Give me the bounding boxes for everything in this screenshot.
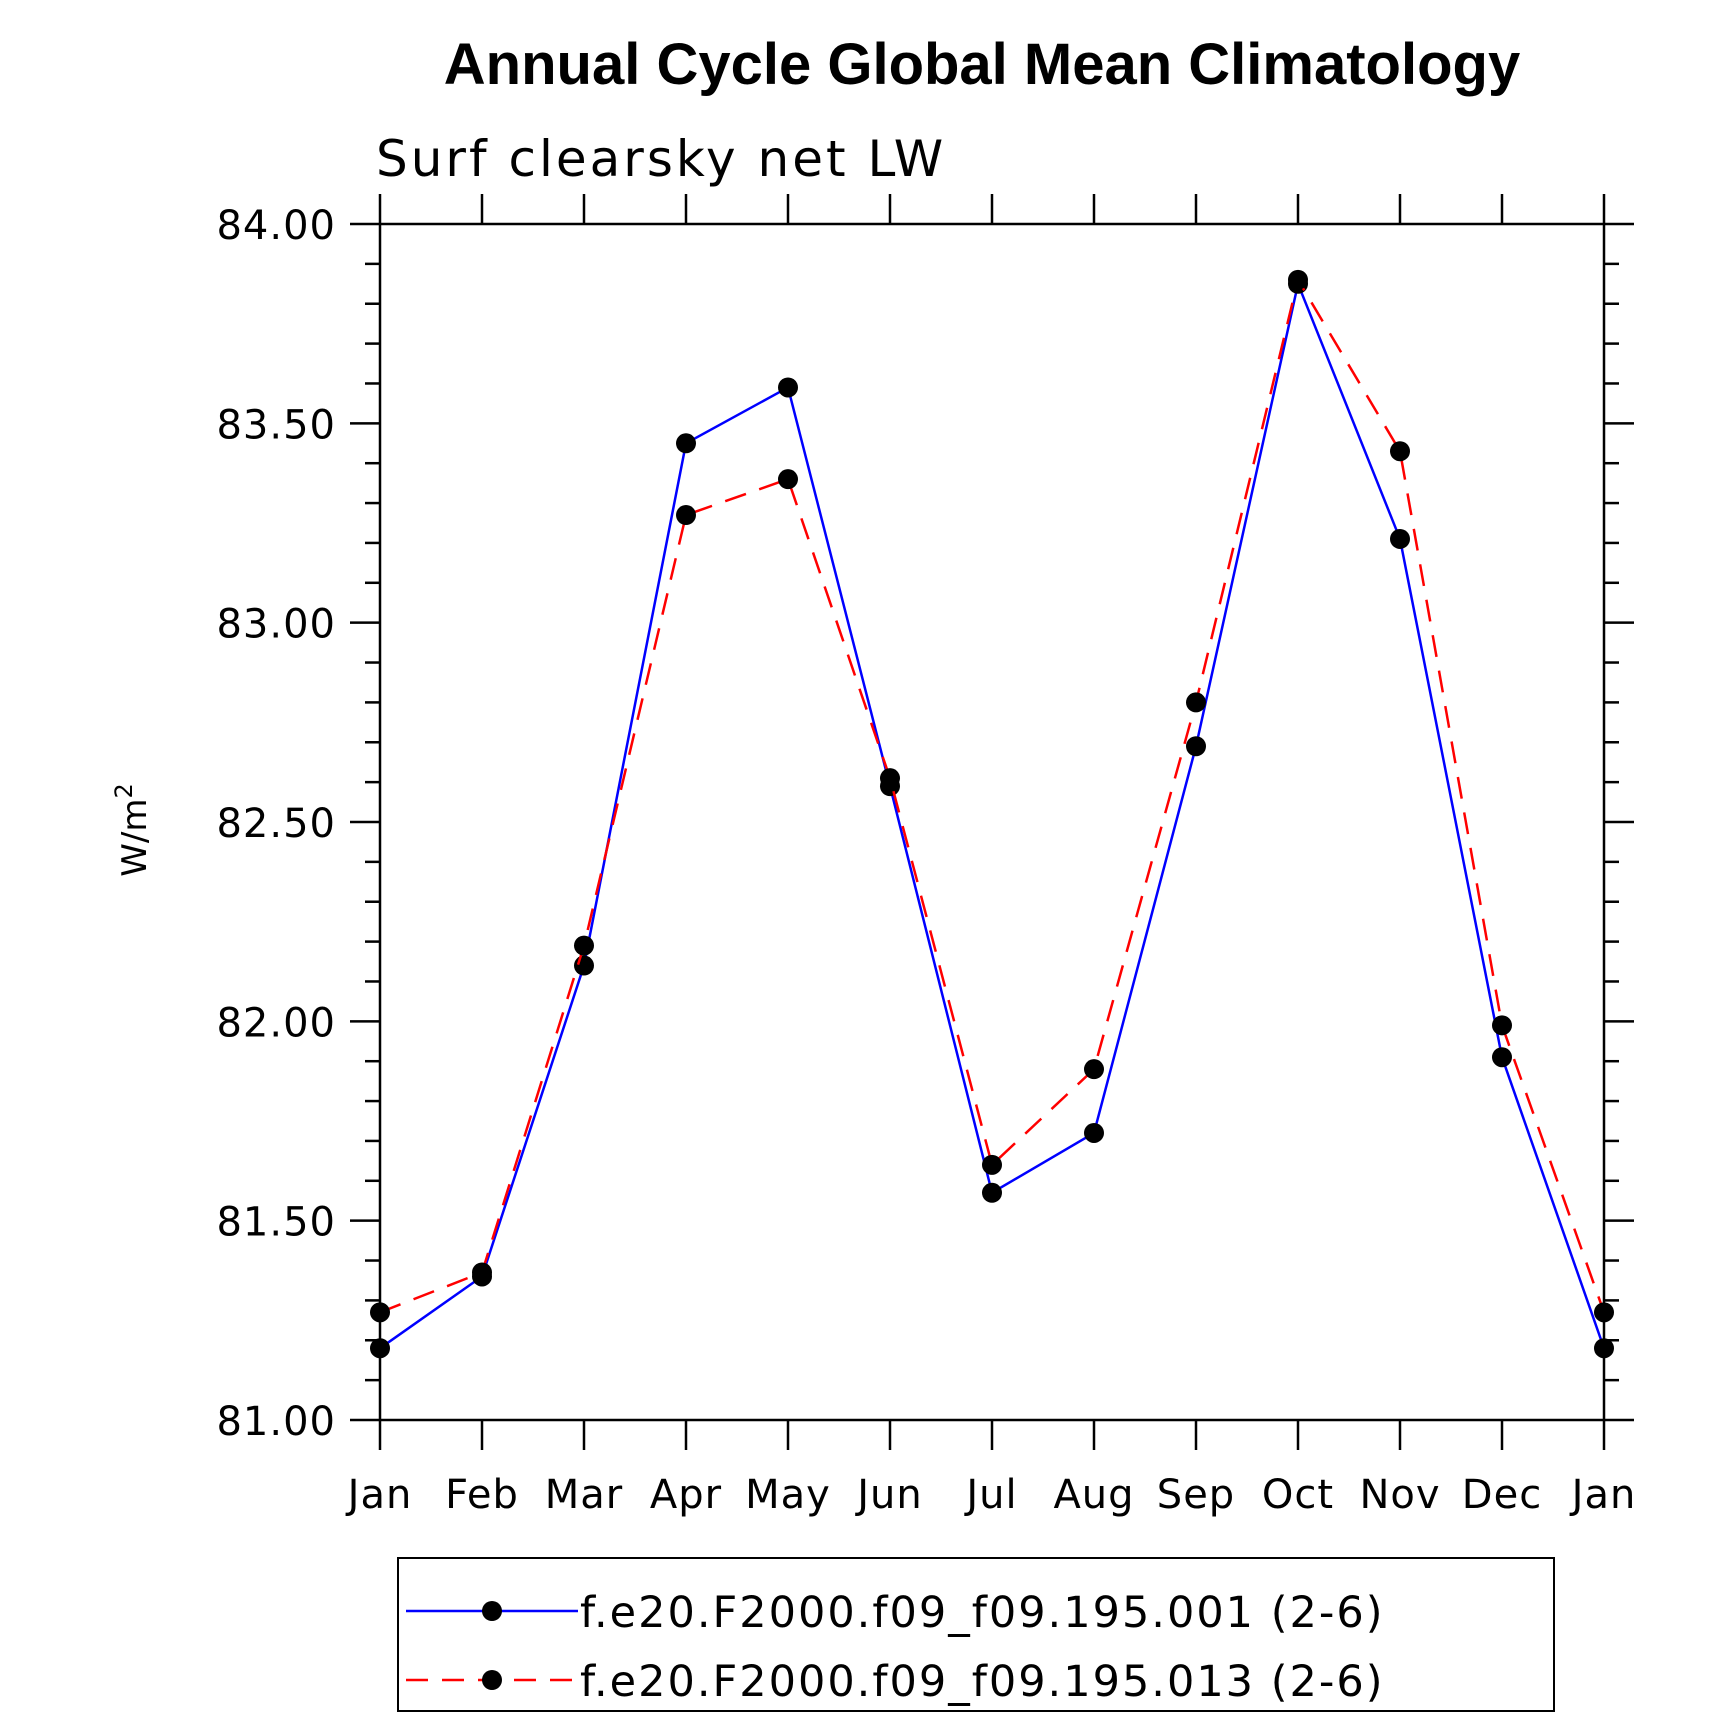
- chart-title: Annual Cycle Global Mean Climatology: [444, 32, 1520, 97]
- y-tick-label: 83.00: [216, 602, 336, 648]
- series-layer: [370, 269, 1614, 1359]
- series-1: [370, 273, 1614, 1359]
- data-point: [778, 469, 798, 490]
- data-point: [1288, 269, 1308, 290]
- y-axis-label-unit: W/m: [115, 799, 155, 877]
- legend-item: f.e20.F2000.f09_f09.195.001 (2-6): [406, 1588, 1385, 1638]
- series-2: [370, 269, 1614, 1323]
- x-tick-label: Mar: [545, 1472, 623, 1518]
- x-tick-label: Aug: [1053, 1472, 1134, 1518]
- data-point: [1186, 736, 1206, 757]
- legend-box: [397, 1557, 1555, 1712]
- x-tick-label: Feb: [445, 1472, 519, 1518]
- x-tick-label: Sep: [1157, 1472, 1235, 1518]
- x-tick-label: Jul: [963, 1472, 1017, 1518]
- y-tick-label: 82.00: [216, 1000, 336, 1046]
- data-point: [370, 1302, 390, 1323]
- legend: f.e20.F2000.f09_f09.195.001 (2-6) f.e20.F…: [397, 1557, 1555, 1712]
- data-point: [370, 1338, 390, 1359]
- y-tick-label: 82.50: [216, 801, 336, 847]
- y-axis-label-superscript: 2: [110, 783, 138, 798]
- x-tick-label: Jan: [1569, 1472, 1637, 1518]
- legend-swatch-marker: [482, 1670, 502, 1690]
- data-point: [1492, 1015, 1512, 1036]
- data-point: [574, 955, 594, 976]
- data-point: [1492, 1047, 1512, 1068]
- data-point: [676, 433, 696, 454]
- legend-swatch-marker: [482, 1601, 502, 1621]
- data-point: [676, 505, 696, 526]
- legend-label: f.e20.F2000.f09_f09.195.013 (2-6): [580, 1657, 1385, 1707]
- data-point: [472, 1262, 492, 1283]
- data-point: [1390, 528, 1410, 549]
- data-point: [1594, 1338, 1614, 1359]
- data-point: [574, 935, 594, 956]
- data-point: [982, 1154, 1002, 1175]
- data-point: [982, 1182, 1002, 1203]
- x-tick-label: Nov: [1359, 1472, 1440, 1518]
- y-axis-label: W/m2: [110, 783, 155, 876]
- y-tick-label: 84.00: [216, 203, 336, 249]
- data-point: [880, 768, 900, 789]
- data-point: [1084, 1059, 1104, 1080]
- legend-label: f.e20.F2000.f09_f09.195.001 (2-6): [580, 1588, 1385, 1638]
- data-point: [1594, 1302, 1614, 1323]
- x-tick-label: Oct: [1262, 1472, 1334, 1518]
- x-tick-label: May: [745, 1472, 831, 1518]
- x-tick-label: Dec: [1462, 1472, 1542, 1518]
- data-point: [1084, 1122, 1104, 1143]
- data-point: [1186, 692, 1206, 713]
- data-point: [778, 377, 798, 398]
- axes: Jan Feb Mar Apr May Jun Jul Aug Sep Oct Nov Dec Jan8…: [216, 194, 1637, 1518]
- plot-frame: [378, 222, 1606, 1422]
- chart-subtitle: Surf clearsky net LW: [376, 130, 946, 188]
- legend-item: f.e20.F2000.f09_f09.195.013 (2-6): [406, 1657, 1385, 1707]
- x-tick-label: Apr: [650, 1472, 722, 1518]
- data-point: [1390, 441, 1410, 462]
- x-tick-label: Jan: [345, 1472, 413, 1518]
- x-tick-label: Jun: [854, 1472, 923, 1518]
- y-tick-label: 81.50: [216, 1200, 336, 1246]
- y-tick-label: 83.50: [216, 402, 336, 448]
- y-tick-label: 81.00: [216, 1399, 336, 1445]
